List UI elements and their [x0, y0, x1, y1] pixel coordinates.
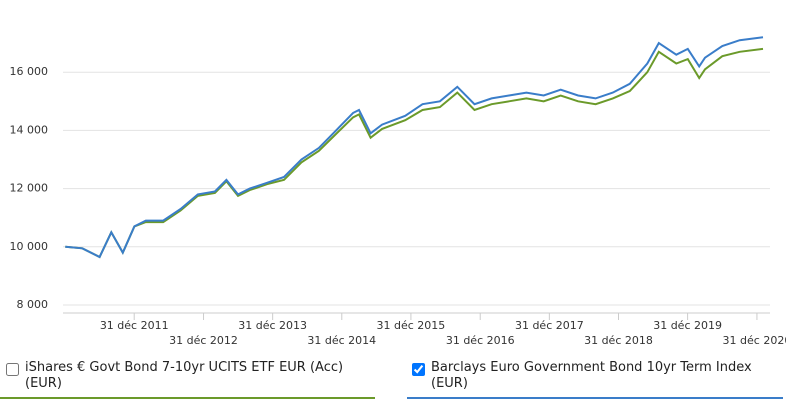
y-tick-label: 12 000 — [10, 182, 49, 195]
legend-checkbox[interactable] — [412, 363, 425, 376]
y-tick-label: 10 000 — [10, 240, 49, 253]
x-tick-label: 31 déc 2016 — [446, 334, 515, 347]
y-tick-label: 8 000 — [17, 298, 49, 311]
x-tick-label: 31 déc 2020 — [723, 334, 786, 347]
legend-underline — [407, 397, 783, 399]
x-tick-label: 31 déc 2014 — [307, 334, 376, 347]
x-tick-label: 31 déc 2012 — [169, 334, 238, 347]
x-tick-label: 31 déc 2013 — [238, 319, 307, 332]
legend-underline — [0, 397, 375, 399]
legend-label: iShares € Govt Bond 7-10yr UCITS ETF EUR… — [25, 360, 344, 391]
y-tick-label: 16 000 — [10, 65, 49, 78]
series-line — [65, 47, 764, 259]
legend-item[interactable]: Barclays Euro Government Bond 10yr Term … — [412, 360, 772, 392]
series-line — [65, 36, 764, 259]
chart: 8 000 10 000 12 000 14 000 16 000 31 déc 2011… — [10, 36, 786, 347]
y-tick-label: 14 000 — [10, 123, 49, 136]
x-tick-label: 31 déc 2018 — [584, 334, 653, 347]
legend-checkbox[interactable] — [6, 363, 19, 376]
legend-item[interactable]: iShares € Govt Bond 7-10yr UCITS ETF EUR… — [6, 360, 366, 392]
x-tick-label: 31 déc 2017 — [515, 319, 584, 332]
x-tick-label: 31 déc 2019 — [653, 319, 722, 332]
legend-label: Barclays Euro Government Bond 10yr Term … — [431, 360, 752, 391]
x-tick-label: 31 déc 2011 — [100, 319, 169, 332]
x-tick-label: 31 déc 2015 — [377, 319, 446, 332]
